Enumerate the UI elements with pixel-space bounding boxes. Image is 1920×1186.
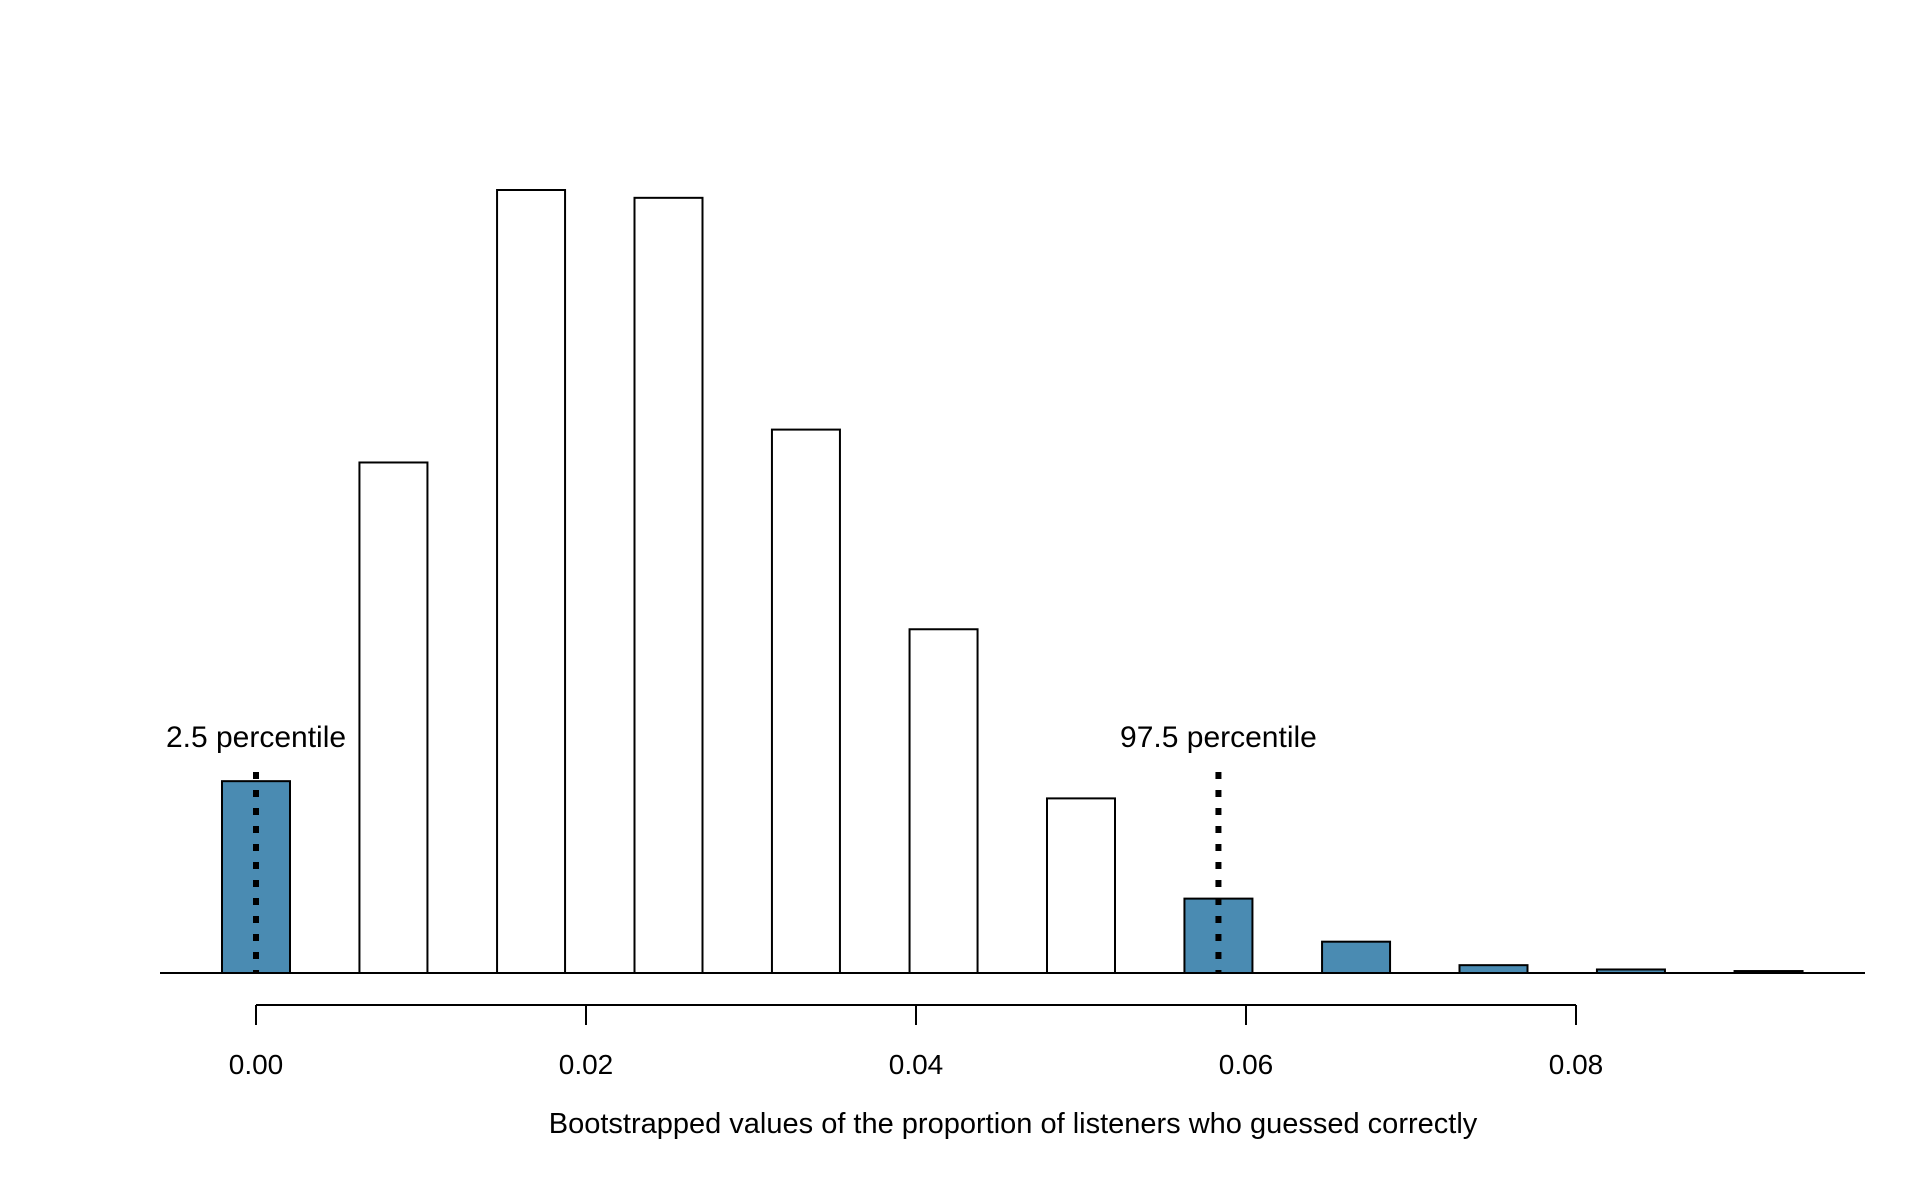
percentile-label: 97.5 percentile — [1120, 721, 1317, 754]
histogram-bar — [358, 461, 429, 974]
bar-group — [221, 189, 1804, 975]
percentile-label: 2.5 percentile — [166, 721, 346, 754]
histogram-bar — [496, 189, 567, 974]
x-axis-title: Bootstrapped values of the proportion of… — [549, 1108, 1478, 1140]
x-ticks: 0.00 0.02 0.04 0.06 0.08 — [229, 1005, 1604, 1080]
x-tick-label: 0.02 — [559, 1049, 614, 1080]
percentile-annotations: 2.5 percentile 97.5 percentile — [166, 721, 1317, 973]
histogram-bar — [908, 628, 979, 974]
histogram-bar — [633, 196, 704, 974]
x-tick-label: 0.00 — [229, 1049, 284, 1080]
histogram-bar — [770, 428, 841, 974]
x-axis: 0.00 0.02 0.04 0.06 0.08 — [229, 1004, 1604, 1080]
histogram-bar — [1321, 940, 1392, 974]
histogram-bar — [1458, 964, 1529, 974]
x-tick-label: 0.04 — [889, 1049, 944, 1080]
histogram-bar — [1046, 797, 1116, 974]
x-tick-label: 0.06 — [1219, 1049, 1274, 1080]
x-tick-label: 0.08 — [1549, 1049, 1604, 1080]
